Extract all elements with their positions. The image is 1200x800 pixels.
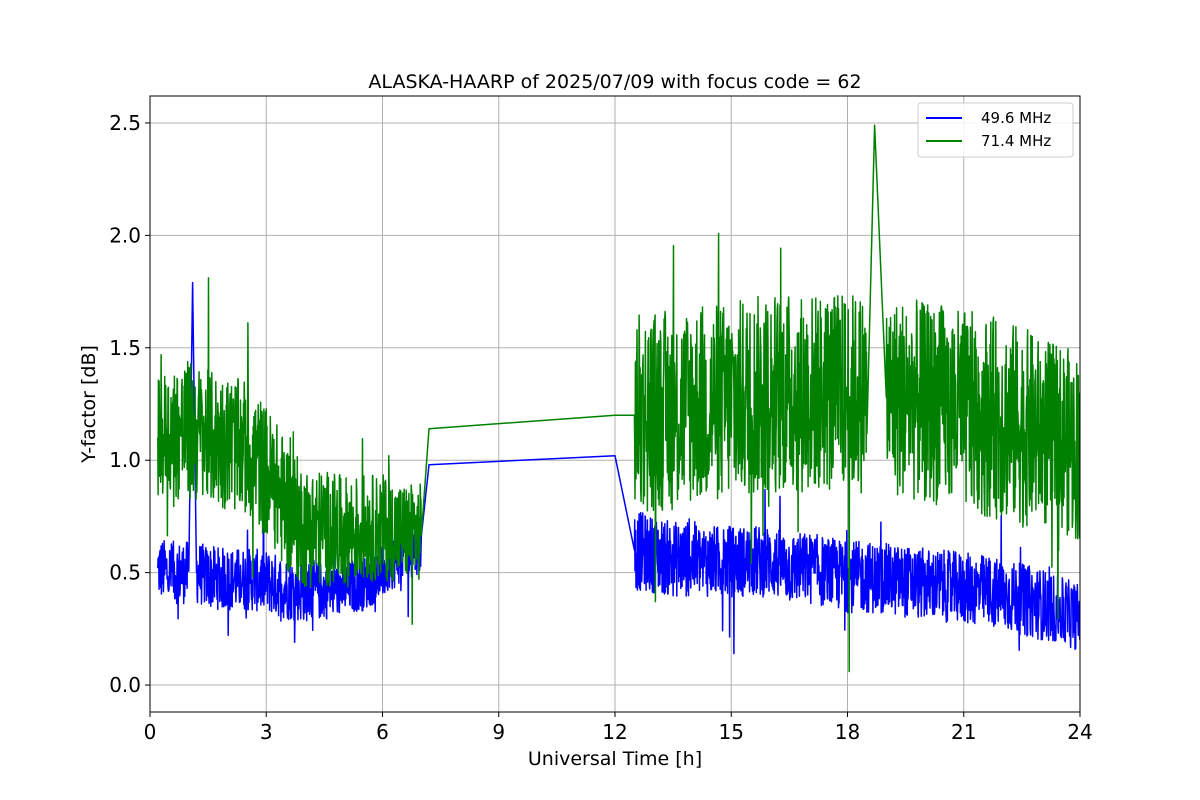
- legend-box: [917, 102, 1074, 158]
- y-tick-label: 2.5: [109, 111, 141, 135]
- x-tick-label: 21: [951, 720, 976, 744]
- x-tick-label: 12: [602, 720, 627, 744]
- x-tick-label: 15: [719, 720, 744, 744]
- x-tick-label: 6: [376, 720, 389, 744]
- series-line-71.4-mhz: [157, 124, 1080, 673]
- chart-title: ALASKA-HAARP of 2025/07/09 with focus co…: [368, 71, 861, 93]
- series-line-49.6-mhz: [157, 281, 1080, 655]
- y-tick-label: 1.5: [109, 336, 141, 360]
- x-axis-label: Universal Time [h]: [528, 748, 702, 770]
- y-tick-label: 2.0: [109, 223, 141, 247]
- y-tick-label: 0.0: [109, 673, 141, 697]
- x-tick-label: 18: [835, 720, 860, 744]
- x-tick-label: 24: [1067, 720, 1092, 744]
- legend-label-71.4-mhz: 71.4 MHz: [981, 132, 1051, 150]
- y-axis-ticks: 0.0 0.5 1.0 1.5 2.0 2.5: [109, 111, 150, 697]
- plot-area: [157, 124, 1080, 673]
- x-axis-ticks: 0 3 6 9 12 15 18 21 24: [144, 712, 1093, 744]
- legend: 49.6 MHz 71.4 MHz: [917, 102, 1074, 158]
- legend-label-49.6-mhz: 49.6 MHz: [981, 109, 1051, 127]
- y-axis-label: Y-factor [dB]: [78, 345, 100, 464]
- y-tick-label: 1.0: [109, 448, 141, 472]
- x-tick-label: 3: [260, 720, 273, 744]
- y-tick-label: 0.5: [109, 561, 141, 585]
- x-tick-label: 9: [492, 720, 505, 744]
- x-tick-label: 0: [144, 720, 157, 744]
